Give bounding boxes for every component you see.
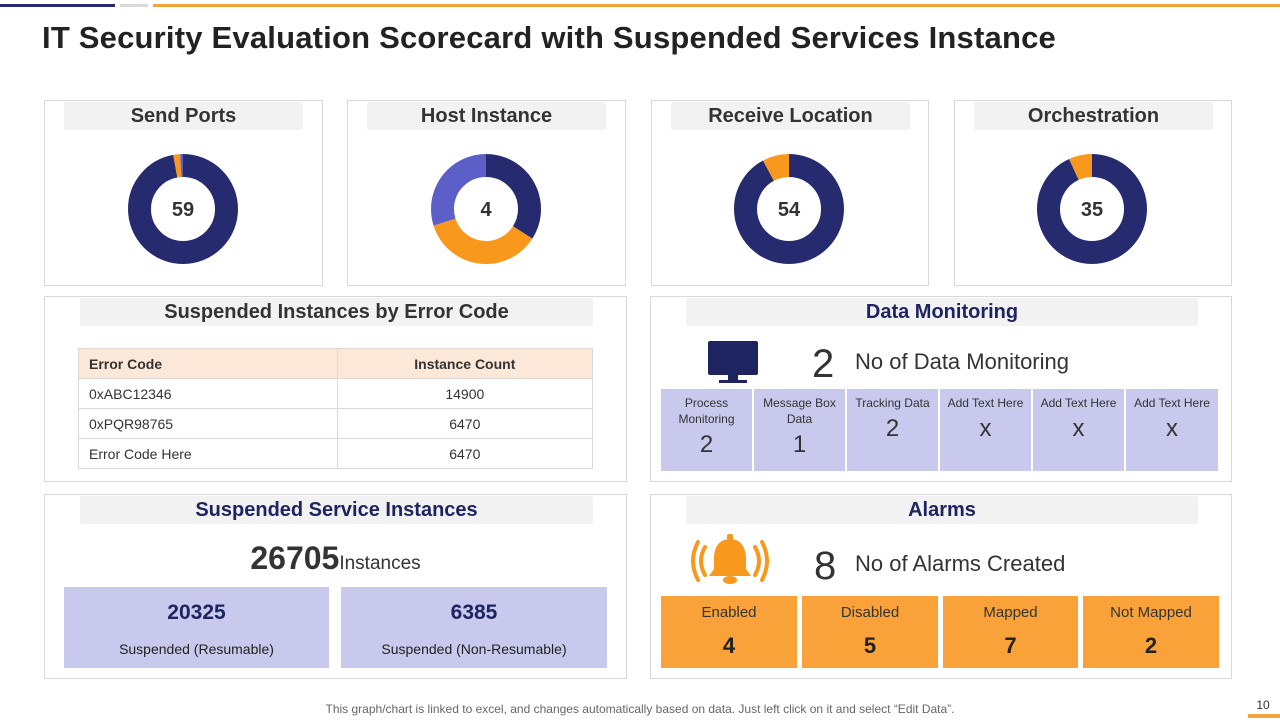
donut-center-value: 59: [172, 199, 194, 221]
donut-center-value: 4: [480, 199, 492, 221]
donut-card-label: Send Ports: [64, 102, 303, 130]
alarm-tile-label: Disabled: [840, 604, 900, 621]
monitoring-tile-label: Add Text Here: [947, 396, 1024, 410]
monitoring-tile[interactable]: Add Text Here x: [1033, 389, 1124, 471]
alarm-tile-not-mapped[interactable]: Not Mapped 2: [1083, 596, 1219, 668]
error-code-table: Error Code Instance Count 0xABC12346 149…: [78, 348, 594, 469]
donut-card-label: Host Instance: [367, 102, 606, 130]
alarm-tile-disabled[interactable]: Disabled 5: [802, 596, 938, 668]
footer-note: This graph/chart is linked to excel, and…: [325, 702, 955, 716]
donut-card-receive-location[interactable]: Receive Location: [651, 100, 929, 286]
alarm-tile-value: 2: [1144, 633, 1158, 658]
monitoring-tile-label: Add Text Here: [1134, 396, 1210, 410]
page-number: 10: [1256, 698, 1270, 712]
monitoring-tile-value: x: [1072, 415, 1085, 442]
error-code-cell: 0xPQR98765: [78, 408, 338, 439]
data-monitoring-count-label: No of Data Monitoring: [855, 349, 1069, 374]
error-code-cell: 0xABC12346: [78, 378, 338, 409]
table-row[interactable]: 0xABC12346 14900: [78, 378, 594, 409]
header-bar-orange: [153, 4, 1280, 7]
monitoring-tile[interactable]: Process Monitoring 2: [661, 389, 752, 471]
alarm-tile-value: 7: [1004, 633, 1017, 658]
monitoring-tile-label: Message Box Data: [763, 396, 836, 426]
page-title: IT Security Evaluation Scorecard with Su…: [42, 20, 1056, 55]
error-code-heading: Suspended Instances by Error Code: [80, 298, 593, 326]
data-monitoring-heading: Data Monitoring: [686, 298, 1198, 326]
suspended-tile-value: 6385: [450, 601, 498, 624]
monitoring-tile[interactable]: Message Box Data 1: [754, 389, 845, 471]
suspended-tile-label: Suspended (Resumable): [119, 641, 274, 657]
donut-chart-receive-location: 54: [734, 154, 844, 264]
header-bar-gray: [120, 4, 148, 7]
suspended-services-heading: Suspended Service Instances: [80, 496, 593, 524]
donut-center-value: 35: [1081, 199, 1103, 221]
instance-count-cell: 6470: [336, 438, 594, 469]
header-bar-navy: [0, 4, 115, 7]
alarm-tile-value: 5: [863, 633, 877, 658]
donut-card-label: Receive Location: [671, 102, 910, 130]
table-row[interactable]: Error Code Here 6470: [78, 438, 594, 469]
column-header-instance-count: Instance Count: [336, 348, 594, 379]
suspended-non-resumable-tile[interactable]: 6385 Suspended (Non-Resumable): [341, 587, 607, 668]
alarm-tile-label: Enabled: [701, 604, 757, 621]
instance-count-cell: 6470: [336, 408, 594, 439]
alarms-count-label: No of Alarms Created: [855, 551, 1066, 576]
suspended-total-unit: Instances: [339, 553, 421, 574]
suspended-total: 26705Instances: [0, 540, 671, 577]
suspended-tile-value: 20325: [167, 601, 226, 624]
table-row[interactable]: 0xPQR98765 6470: [78, 408, 594, 439]
donut-chart-orchestration: 35: [1037, 154, 1147, 264]
alarm-tile-mapped[interactable]: Mapped 7: [943, 596, 1078, 668]
alarm-tile-value: 4: [722, 633, 736, 658]
monitoring-tile[interactable]: Add Text Here x: [940, 389, 1031, 471]
suspended-resumable-tile[interactable]: 20325 Suspended (Resumable): [64, 587, 329, 668]
donut-segment-1: [1037, 154, 1147, 264]
instance-count-cell: 14900: [336, 378, 594, 409]
monitoring-tile-label: Process Monitoring: [678, 396, 735, 426]
alarms-count: 8: [814, 544, 837, 588]
monitoring-tile[interactable]: Tracking Data 2: [847, 389, 938, 471]
donut-segment-2: [128, 154, 238, 264]
data-monitoring-count: 2: [812, 342, 835, 386]
donut-card-label: Orchestration: [974, 102, 1213, 130]
monitoring-tile-value: 2: [699, 431, 714, 458]
monitoring-tile-value: x: [1166, 415, 1178, 442]
column-header-error-code: Error Code: [78, 348, 338, 379]
monitoring-tile-value: 1: [792, 431, 807, 458]
donut-segment-1: [734, 154, 844, 264]
suspended-tile-label: Suspended (Non-Resumable): [381, 641, 567, 657]
alarm-tile-label: Mapped: [983, 604, 1038, 621]
monitoring-tile-value: 2: [885, 415, 900, 442]
donut-chart-host-instance: 4: [431, 154, 541, 264]
page-number-bar: [1248, 714, 1280, 718]
alarms-heading: Alarms: [686, 496, 1198, 524]
monitoring-tile[interactable]: Add Text Here x: [1126, 389, 1218, 471]
monitoring-tile-label: Add Text Here: [1040, 396, 1117, 410]
donut-segment-1: [431, 154, 541, 264]
monitor-icon: [708, 341, 758, 383]
bell-icon: [691, 534, 769, 584]
donut-segment-2: [431, 154, 541, 264]
table-header-row: Error Code Instance Count: [78, 348, 594, 379]
donut-card-host-instance[interactable]: Host Instance: [347, 100, 626, 286]
monitoring-tile-label: Tracking Data: [855, 396, 930, 410]
alarm-tile-enabled[interactable]: Enabled 4: [661, 596, 797, 668]
alarm-tile-label: Not Mapped: [1110, 604, 1192, 621]
donut-center-value: 54: [778, 199, 801, 221]
error-code-cell: Error Code Here: [78, 438, 338, 469]
suspended-total-value: 26705: [250, 540, 340, 576]
monitoring-tile-value: x: [979, 415, 992, 442]
donut-chart-send-ports: 59: [128, 154, 238, 264]
